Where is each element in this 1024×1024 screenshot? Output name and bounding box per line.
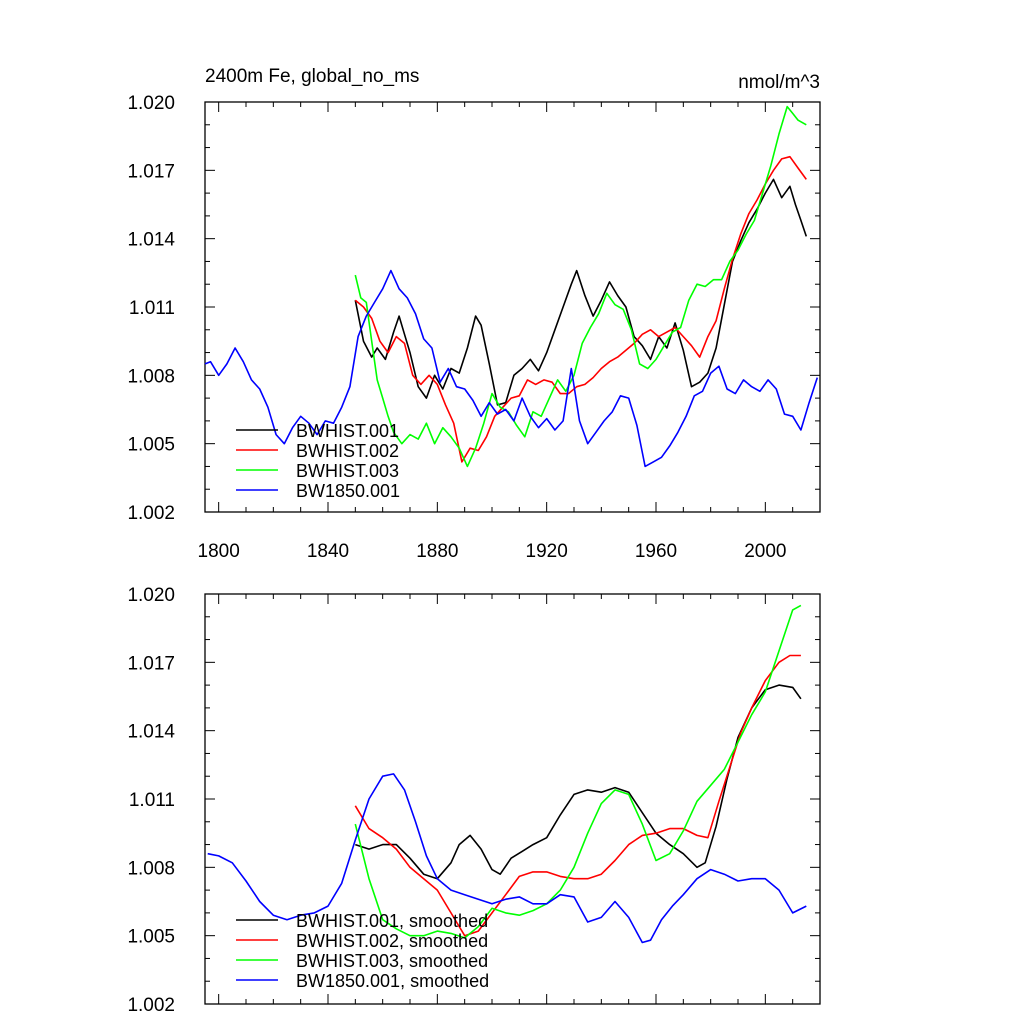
legend-label: BWHIST.002, smoothed <box>296 931 488 951</box>
x-tick-label: 1960 <box>635 541 677 562</box>
y-tick-label: 1.020 <box>127 585 175 606</box>
legend-label: BW1850.001 <box>296 481 400 501</box>
series-line-2 <box>354 654 801 937</box>
y-tick-label: 1.020 <box>127 93 175 114</box>
legend-label: BWHIST.003 <box>296 461 399 481</box>
y-tick-label: 1.002 <box>127 503 175 524</box>
x-tick-label: 2000 <box>744 541 786 562</box>
legend-label: BWHIST.001 <box>296 421 399 441</box>
y-tick-label: 1.014 <box>127 722 175 743</box>
legend-entry: BWHIST.003 <box>236 461 399 481</box>
series-line-1 <box>355 684 802 880</box>
legend-label: BWHIST.003, smoothed <box>296 951 488 971</box>
chart-panel-2: 1.002 1.005 1.008 1.011 1.014 1.017 1.020 BWHIS… <box>127 585 821 1016</box>
series-line-4 <box>207 773 807 944</box>
x-tick-label: 1920 <box>526 541 568 562</box>
y-tick-label: 1.017 <box>127 653 175 674</box>
series-line-3 <box>354 105 807 468</box>
x-tick-label: 1840 <box>307 541 349 562</box>
y-tick-label: 1.017 <box>127 161 175 182</box>
y-tick-label: 1.008 <box>127 858 175 879</box>
x-tick-label: 1800 <box>198 541 240 562</box>
legend-entry: BW1850.001 <box>236 481 400 501</box>
chart-panel-1: 1.002 1.005 1.008 1.011 1.014 1.017 1.020 1800 1… <box>127 66 821 562</box>
legend-label: BWHIST.001, smoothed <box>296 911 488 931</box>
legend-entry: BWHIST.001, smoothed <box>236 911 488 931</box>
series-line-4 <box>204 269 819 468</box>
units-label: nmol/m^3 <box>738 72 820 93</box>
x-tick-label: 1880 <box>416 541 458 562</box>
y-tick-label: 1.005 <box>127 927 175 948</box>
y-tick-label: 1.014 <box>127 230 175 251</box>
y-tick-label: 1.005 <box>127 435 175 456</box>
chart-title: 2400m Fe, global_no_ms <box>205 66 419 87</box>
legend-entry: BWHIST.001 <box>236 421 399 441</box>
y-tick-label: 1.011 <box>129 790 175 811</box>
legend-entry: BW1850.001, smoothed <box>236 971 489 991</box>
series-line-3 <box>354 604 802 939</box>
legend-label: BW1850.001, smoothed <box>296 971 489 991</box>
series-line-1 <box>354 178 808 406</box>
y-tick-label: 1.011 <box>129 298 175 319</box>
legend-entry: BWHIST.002, smoothed <box>236 931 488 951</box>
y-tick-label: 1.008 <box>127 366 175 387</box>
series-line-2 <box>354 155 807 463</box>
y-tick-label: 1.002 <box>127 995 175 1016</box>
legend-label: BWHIST.002 <box>296 441 399 461</box>
legend-entry: BWHIST.003, smoothed <box>236 951 488 971</box>
legend-entry: BWHIST.002 <box>236 441 399 461</box>
